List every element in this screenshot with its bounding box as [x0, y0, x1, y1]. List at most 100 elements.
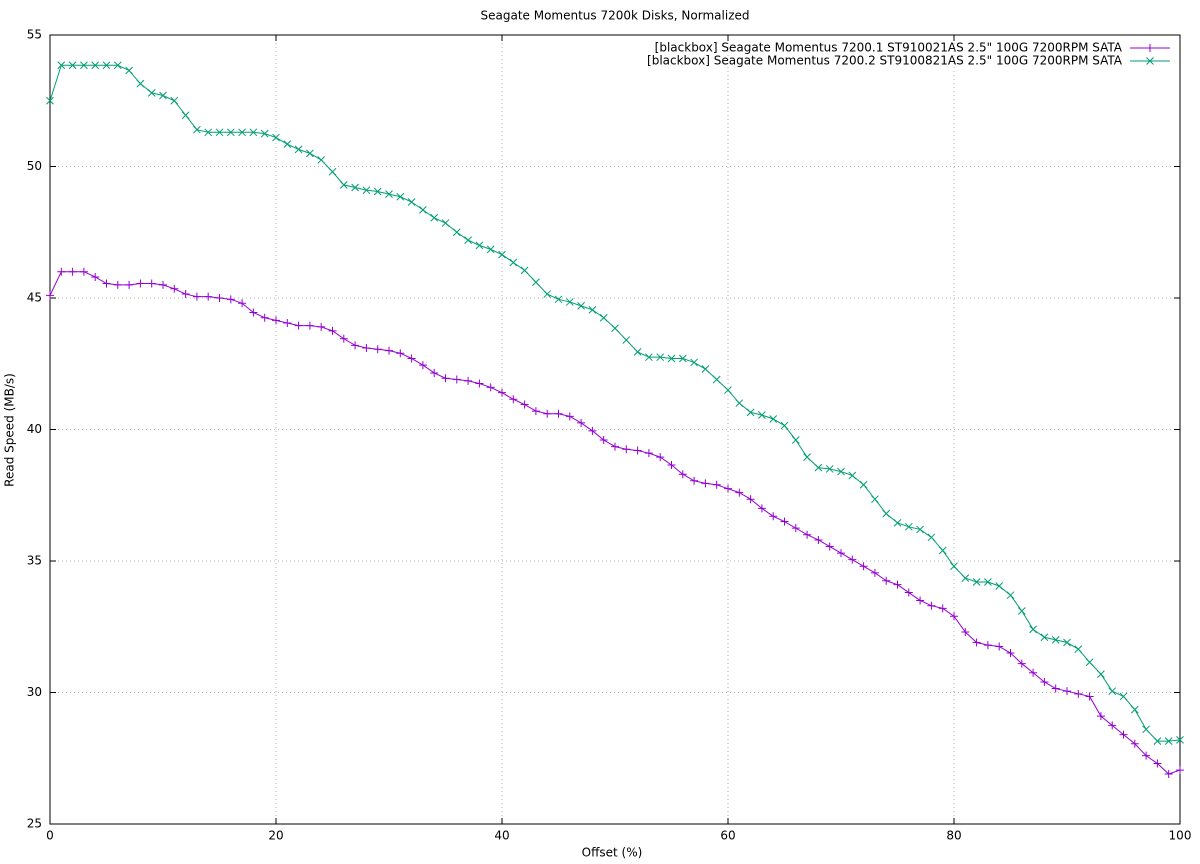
point-marker [950, 562, 958, 571]
point-marker [837, 549, 845, 558]
point-marker [972, 578, 981, 586]
point-marker [916, 525, 924, 534]
point-marker [780, 421, 789, 430]
point-marker [882, 576, 891, 585]
point-marker [916, 596, 925, 605]
point-marker [893, 580, 902, 589]
point-marker [622, 445, 631, 454]
point-marker [588, 426, 597, 435]
point-marker [1040, 677, 1049, 686]
point-marker [1119, 692, 1128, 701]
point-marker [667, 461, 676, 470]
point-marker [339, 181, 348, 189]
point-marker [125, 66, 133, 75]
y-tick-label: 50 [27, 159, 42, 173]
x-tick-label: 60 [720, 829, 735, 843]
point-marker [690, 476, 699, 485]
point-marker [272, 133, 280, 142]
point-marker [396, 192, 405, 201]
point-marker [735, 488, 744, 497]
point-marker [1130, 739, 1139, 748]
point-marker [870, 568, 879, 577]
point-marker [464, 236, 472, 244]
point-marker [46, 291, 54, 300]
point-marker [531, 407, 540, 416]
point-marker [859, 562, 868, 571]
point-marker [113, 280, 122, 289]
point-marker [441, 374, 450, 383]
point-marker [91, 61, 100, 70]
point-marker [362, 343, 371, 352]
point-marker [294, 145, 303, 154]
point-marker [283, 140, 292, 148]
point-marker [780, 517, 789, 526]
x-axis-label: Offset (%) [582, 846, 643, 860]
point-marker [170, 284, 179, 293]
point-marker [972, 638, 981, 647]
point-marker [520, 266, 529, 275]
point-marker [803, 453, 811, 461]
point-marker [633, 446, 642, 455]
point-marker [260, 129, 269, 138]
point-marker [1096, 712, 1105, 721]
x-tick-label: 100 [1169, 829, 1192, 843]
y-axis-label: Read Speed (MB/s) [3, 373, 17, 487]
point-marker [622, 336, 631, 344]
point-marker [452, 228, 461, 237]
point-marker [159, 91, 167, 100]
point-marker [678, 470, 687, 479]
point-marker [136, 279, 145, 288]
x-tick-label: 20 [268, 829, 283, 843]
point-marker [102, 279, 111, 288]
point-marker [407, 198, 416, 206]
point-marker [746, 408, 755, 417]
point-marker [113, 61, 122, 70]
point-marker [543, 290, 552, 298]
point-marker [995, 642, 1004, 651]
point-marker [396, 349, 405, 358]
point-marker [938, 546, 947, 555]
point-marker [724, 484, 732, 493]
point-marker [554, 295, 563, 304]
point-marker [305, 321, 314, 330]
point-marker [159, 280, 167, 289]
point-marker [678, 354, 687, 363]
point-marker [1108, 687, 1117, 696]
point-marker [611, 442, 619, 451]
point-marker [170, 96, 179, 105]
point-marker [1176, 766, 1184, 775]
point-marker [464, 376, 473, 385]
point-marker [136, 79, 145, 88]
point-marker [249, 128, 258, 137]
y-tick-label: 30 [27, 685, 42, 699]
point-marker [1153, 737, 1162, 746]
point-marker [871, 495, 879, 504]
point-marker [475, 241, 484, 250]
point-marker [667, 354, 676, 363]
point-marker [486, 245, 495, 254]
point-marker [532, 278, 540, 287]
point-marker [226, 128, 235, 137]
point-marker [215, 128, 224, 137]
point-marker [238, 299, 247, 308]
point-marker [1051, 636, 1060, 644]
y-tick-label: 25 [27, 817, 42, 831]
point-marker [599, 436, 608, 445]
point-marker [1108, 721, 1117, 730]
point-marker [746, 495, 755, 504]
point-marker [904, 588, 913, 597]
legend-label: [blackbox] Seagate Momentus 7200.2 ST910… [647, 54, 1123, 68]
point-marker [351, 183, 359, 192]
point-marker [825, 542, 834, 551]
point-marker [565, 298, 574, 306]
point-marker [226, 295, 235, 304]
point-marker [1074, 689, 1083, 698]
point-marker [577, 302, 585, 310]
point-marker [430, 213, 439, 222]
point-marker [68, 267, 77, 276]
point-marker [68, 61, 77, 70]
point-marker [611, 324, 619, 333]
x-tick-label: 40 [494, 829, 509, 843]
point-marker [791, 436, 800, 444]
